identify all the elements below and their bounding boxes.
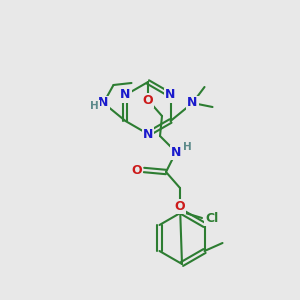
Text: O: O (175, 200, 185, 212)
Text: N: N (120, 88, 131, 101)
Text: O: O (143, 94, 153, 106)
Text: N: N (98, 97, 109, 110)
Text: Cl: Cl (206, 212, 219, 224)
Text: N: N (187, 97, 198, 110)
Text: N: N (143, 128, 153, 140)
Text: O: O (132, 164, 142, 176)
Text: H: H (183, 142, 191, 152)
Text: N: N (165, 88, 176, 101)
Text: H: H (90, 101, 99, 111)
Text: N: N (171, 146, 181, 158)
